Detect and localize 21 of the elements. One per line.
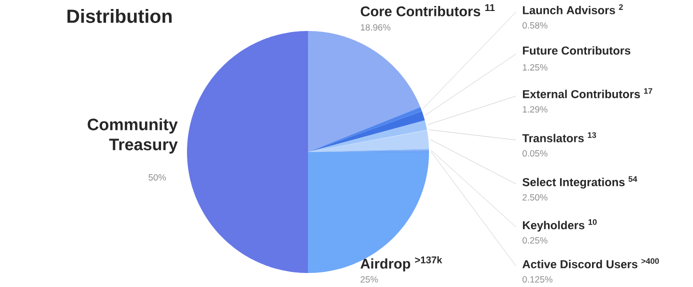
slice-label: Core Contributors $^{11}$ xyxy=(360,4,495,16)
slice-label: Launch Advisors $^{2}$ xyxy=(522,4,623,14)
data-label: 0.125% xyxy=(522,276,552,283)
slice-label: External Contributors $^{17}$ xyxy=(522,88,652,98)
chart-title: Distribution xyxy=(67,9,172,23)
slice-label: Future Contributors xyxy=(522,46,630,55)
data-label: 2.50% xyxy=(522,194,548,201)
data-label: 50% xyxy=(148,174,166,181)
data-label: 1.25% xyxy=(522,64,548,71)
data-label: 25% xyxy=(360,276,378,283)
data-label: 1.29% xyxy=(522,106,548,113)
slice-label: Community Treasury xyxy=(88,118,178,154)
data-label: 0.05% xyxy=(522,150,548,157)
data-label: 0.25% xyxy=(522,237,548,244)
slice-label: Keyholders $^{10}$ xyxy=(522,219,597,232)
slice-label: Active Discord Users $^{>400}$ xyxy=(522,258,659,268)
slice-label: Airdrop $^{>137k}$ xyxy=(360,256,442,272)
data-label: 0.58% xyxy=(522,22,548,29)
slice-label: Translators $^{13}$ xyxy=(522,132,596,142)
data-label: 18.96% xyxy=(360,24,390,31)
slice-label: Select Integrations $^{54}$ xyxy=(522,176,638,189)
